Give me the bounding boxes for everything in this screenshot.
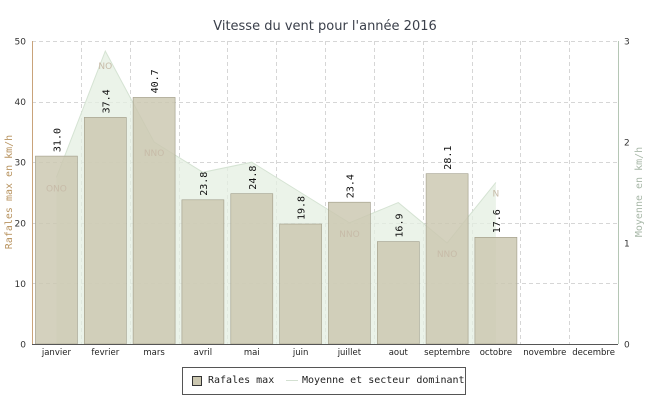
sector-label-octobre: N	[493, 189, 500, 199]
legend-swatch-gusts	[192, 376, 202, 386]
data-label-aout: 16.9	[394, 214, 405, 238]
bar-janvier	[35, 155, 78, 345]
x-tick-decembre: decembre	[572, 348, 615, 358]
y2-tick-3: 3	[624, 38, 630, 48]
data-label-mars: 40.7	[150, 69, 161, 93]
data-label-juin: 19.8	[297, 196, 308, 220]
sector-label-septembre: NNO	[437, 250, 458, 260]
x-tick-octobre: octobre	[480, 348, 512, 358]
data-label-septembre: 28.1	[443, 146, 454, 170]
x-tick-novembre: novembre	[523, 348, 566, 358]
y-axis-label: Rafales max en km/h	[4, 135, 15, 249]
average-line	[55, 49, 497, 244]
bar-fevrier	[84, 117, 127, 345]
sector-label-janvier: ONO	[46, 184, 67, 194]
y-tick-0: 0	[20, 341, 26, 351]
bar-juin	[279, 223, 322, 345]
tick-labels: 0 10 20 30 40 50 0 1 2 3 janvier fevrier mars avril ma…	[15, 38, 630, 359]
x-tick-janvier: janvier	[41, 348, 72, 358]
legend-label-gusts: Rafales max	[208, 375, 275, 386]
data-label-avril: 23.8	[199, 172, 210, 196]
data-label-octobre: 17.6	[492, 209, 503, 233]
legend-label-average: Moyenne et secteur dominant	[302, 375, 465, 386]
legend: Rafales max Moyenne et secteur dominant	[182, 367, 466, 395]
x-tick-mars: mars	[143, 348, 165, 358]
x-tick-mai: mai	[244, 348, 260, 358]
x-tick-septembre: septembre	[424, 348, 470, 358]
sector-label-juillet: NNO	[339, 230, 360, 240]
bar-aout	[376, 241, 420, 345]
sector-label-fevrier: NO	[98, 62, 112, 72]
bar-septembre	[425, 173, 469, 345]
x-tick-juillet: juillet	[337, 348, 362, 358]
y2-axis-label: Moyenne en km/h	[634, 147, 645, 237]
axes	[32, 41, 619, 345]
bar-octobre	[474, 237, 518, 345]
bar-juillet	[328, 201, 371, 345]
y-tick-4: 40	[15, 98, 27, 108]
x-tick-avril: avril	[194, 348, 212, 358]
y-tick-2: 20	[15, 219, 27, 229]
y-tick-5: 50	[15, 38, 27, 48]
data-labels: 31.0 37.4 40.7 23.8 24.8 19.8 23.4 16.9 28.1 17.6	[52, 69, 503, 238]
sector-label-mars: NNO	[144, 149, 165, 159]
bar-mai	[230, 193, 274, 345]
sector-labels: ONO NO NNO NNO NNO N	[46, 62, 499, 260]
data-label-janvier: 31.0	[52, 128, 63, 152]
y2-tick-2: 2	[624, 139, 630, 149]
x-tick-fevrier: fevrier	[91, 348, 119, 358]
data-label-juillet: 23.4	[345, 174, 356, 198]
y-tick-1: 10	[15, 280, 27, 290]
data-label-fevrier: 37.4	[101, 89, 112, 113]
x-tick-aout: aout	[389, 348, 409, 358]
chart-title: Vitesse du vent pour l'année 2016	[213, 19, 437, 34]
bar-mars	[132, 97, 176, 345]
bar-avril	[181, 199, 225, 345]
x-tick-juin: juin	[292, 348, 309, 358]
data-label-mai: 24.8	[248, 166, 259, 190]
y-tick-3: 30	[15, 159, 27, 169]
y2-tick-1: 1	[624, 240, 630, 250]
y2-tick-0: 0	[624, 341, 630, 351]
legend-swatch-average	[286, 380, 298, 381]
